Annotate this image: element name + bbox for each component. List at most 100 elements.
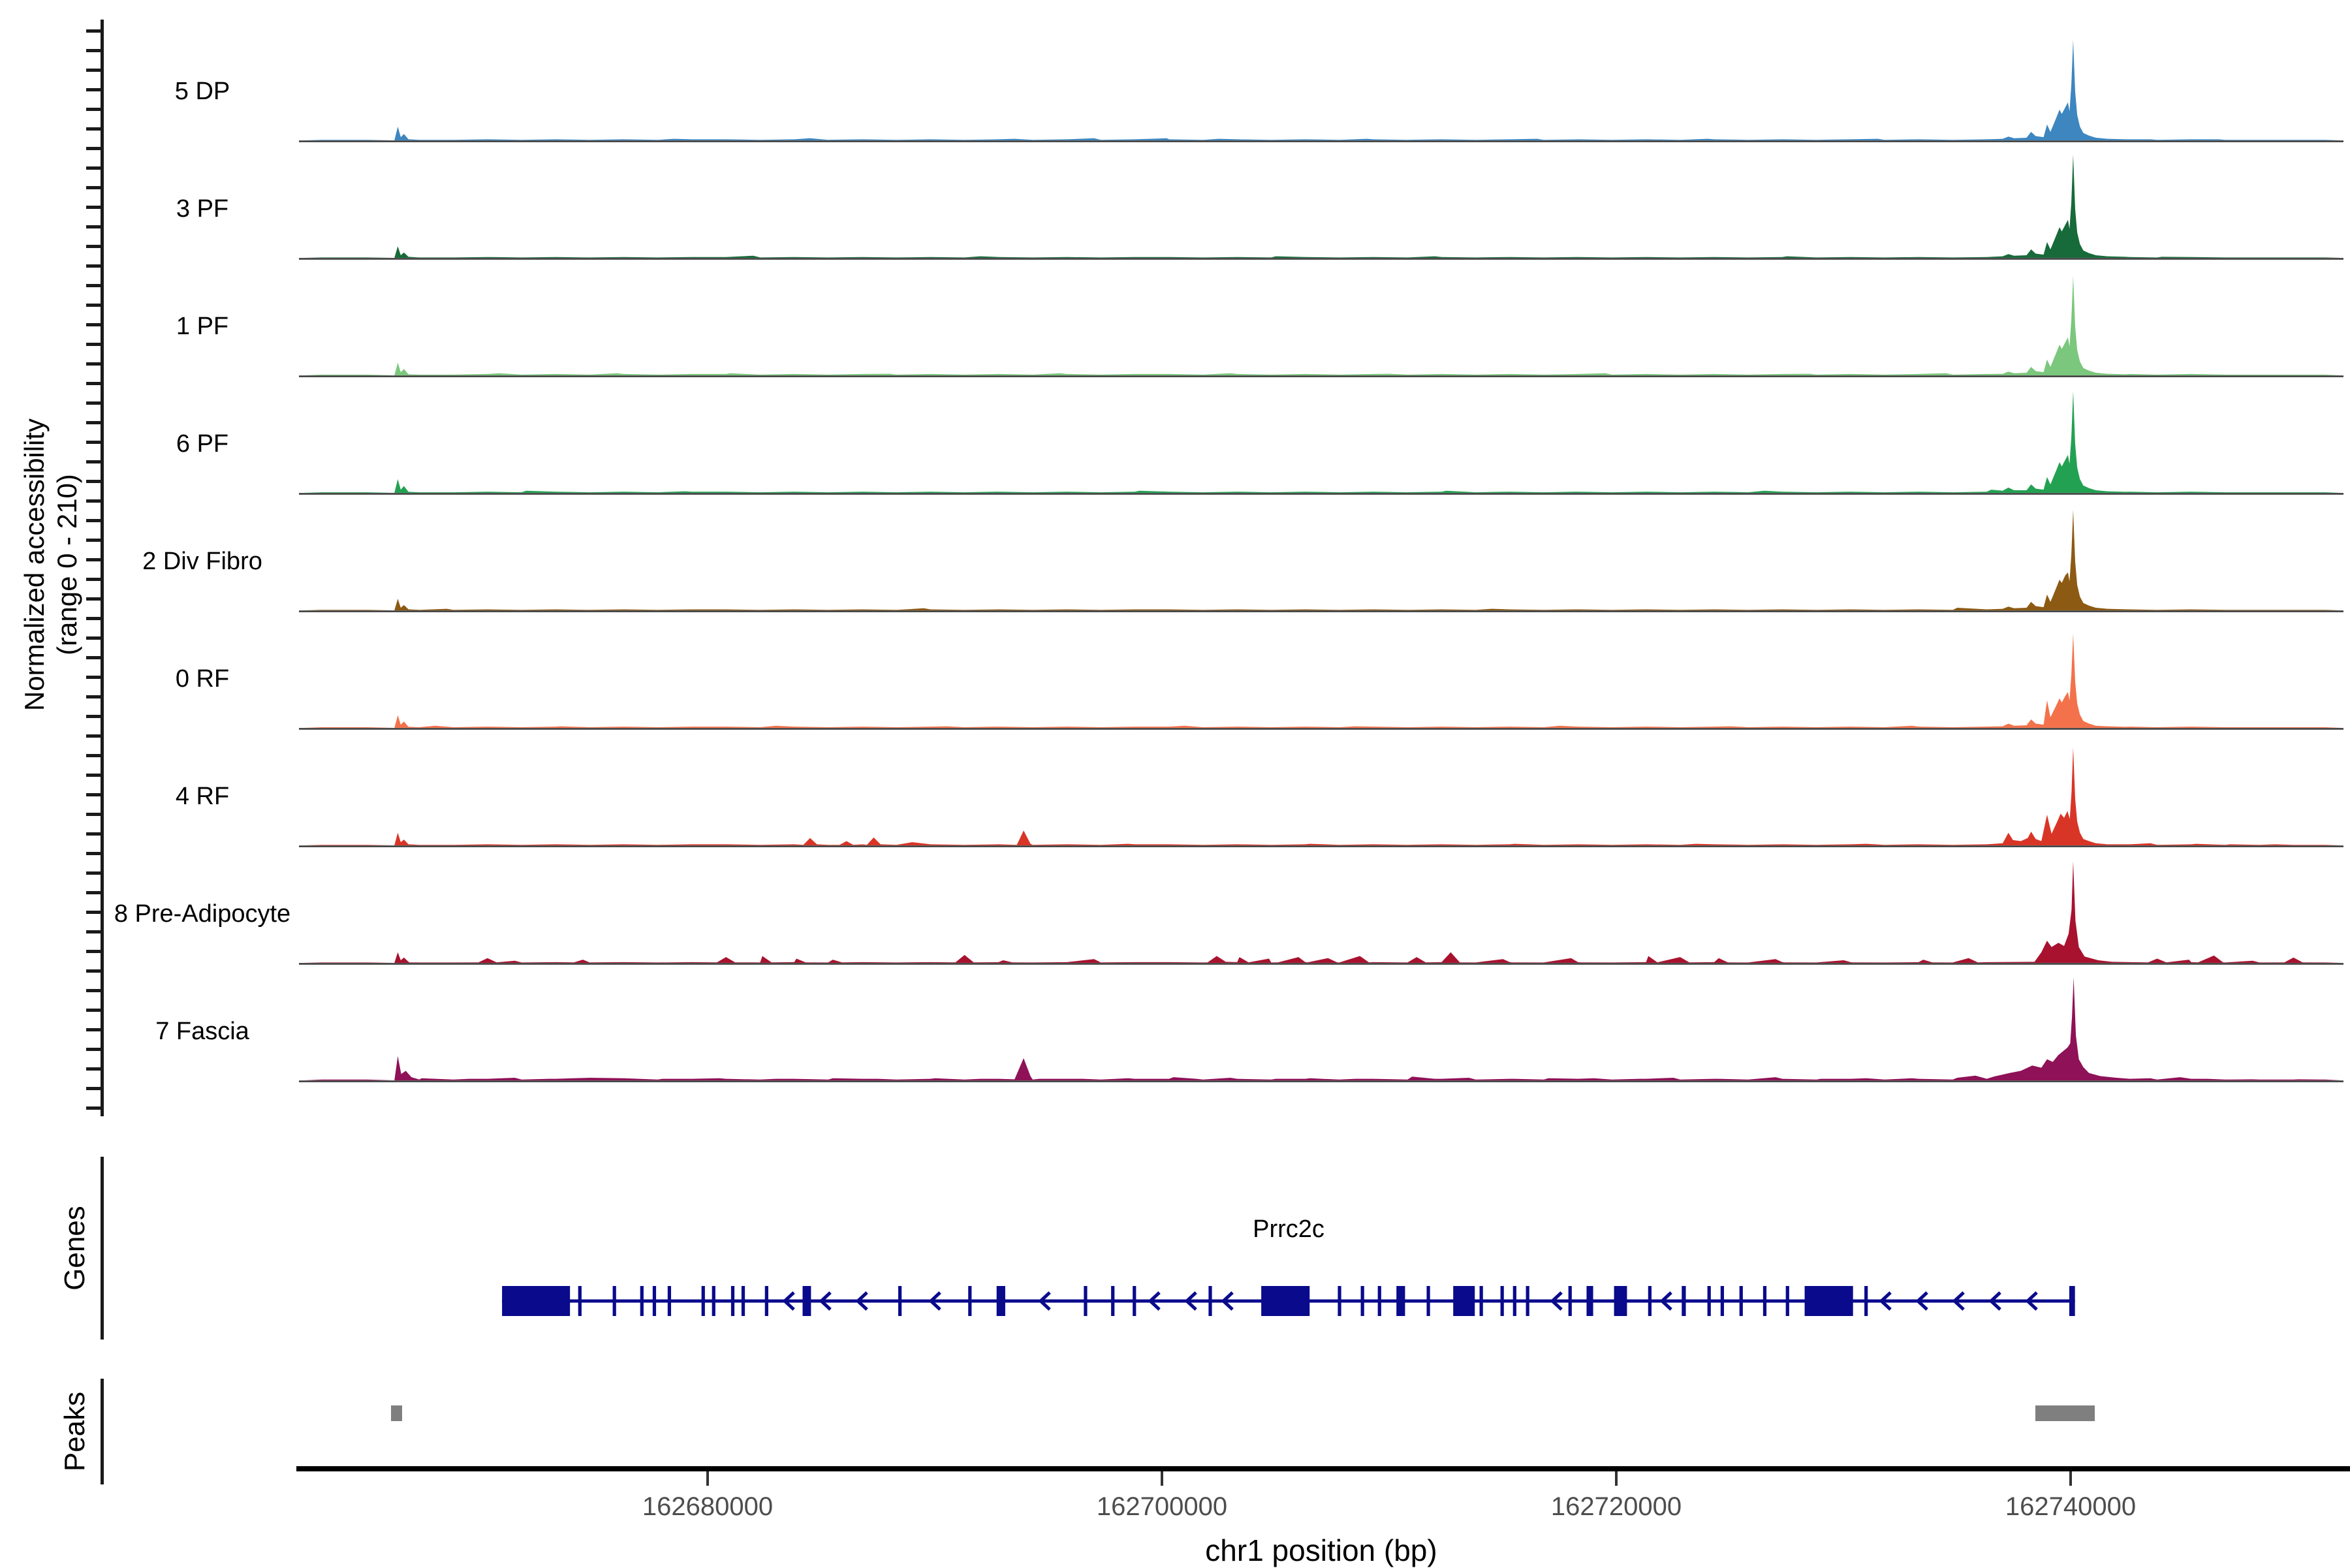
y-axis-tick — [86, 578, 102, 581]
x-axis-tickmark — [1615, 1471, 1618, 1486]
y-axis-tick — [86, 1048, 102, 1051]
peak-interval — [2035, 1405, 2095, 1421]
y-axis-tick — [86, 460, 102, 463]
track-signal — [299, 40, 2343, 142]
y-axis-tick — [86, 88, 102, 91]
gene-exon — [1512, 1286, 1516, 1316]
track-signal — [299, 633, 2343, 730]
track-signal — [299, 275, 2343, 377]
y-axis-tick — [86, 147, 102, 150]
track-label: 6 PF — [176, 430, 229, 458]
gene-exon — [1261, 1286, 1310, 1316]
gene-exon — [1479, 1286, 1483, 1316]
gene-exon — [701, 1286, 705, 1316]
y-axis-tick — [86, 421, 102, 424]
y-axis-tick — [86, 166, 102, 170]
gene-exon — [1133, 1286, 1136, 1316]
genes-section-label: Genes — [59, 1206, 91, 1291]
y-axis-tick — [86, 774, 102, 777]
strand-arrow-icon — [819, 1291, 832, 1311]
track-signal — [299, 861, 2343, 965]
strand-arrow-icon — [1148, 1291, 1161, 1311]
y-axis-tick — [86, 441, 102, 444]
y-axis-tick — [86, 29, 102, 33]
strand-arrow-icon — [1988, 1291, 2001, 1311]
gene-name-label: Prrc2c — [1253, 1215, 1324, 1243]
y-axis-tick — [86, 715, 102, 718]
gene-exon — [1682, 1286, 1686, 1316]
gene-exon — [667, 1286, 672, 1316]
x-axis-tickmark — [2069, 1471, 2072, 1486]
gene-exon — [1568, 1286, 1572, 1316]
gene-exon — [1377, 1286, 1381, 1316]
y-axis-tick — [86, 832, 102, 836]
track-label: 7 Fascia — [155, 1018, 249, 1045]
y-axis-tick — [86, 891, 102, 894]
y-axis-tick — [86, 264, 102, 268]
strand-arrow-icon — [2025, 1291, 2038, 1311]
y-axis-line — [101, 20, 104, 1116]
gene-exon — [1208, 1286, 1212, 1316]
y-axis-tick — [86, 734, 102, 738]
gene-exon — [1762, 1286, 1767, 1316]
y-axis-tick — [86, 323, 102, 326]
y-axis-tick — [86, 206, 102, 209]
x-axis-line — [296, 1466, 2350, 1471]
gene-exon — [1396, 1286, 1405, 1316]
strand-arrow-icon — [782, 1291, 795, 1311]
y-axis-tick — [86, 1087, 102, 1090]
gene-exon — [1586, 1286, 1593, 1316]
track-label: 0 RF — [175, 665, 230, 693]
gene-exon — [1864, 1286, 1868, 1316]
track-signal — [299, 510, 2343, 612]
strand-arrow-icon — [1550, 1291, 1563, 1311]
gene-exon — [1500, 1286, 1504, 1316]
y-axis-tick — [86, 401, 102, 405]
y-axis-tick — [86, 519, 102, 522]
strand-arrow-icon — [1659, 1291, 1672, 1311]
track-signal — [299, 391, 2343, 495]
x-axis-tick-label: 162700000 — [1096, 1492, 1228, 1521]
y-axis-tick — [86, 695, 102, 698]
gene-exon — [996, 1286, 1005, 1316]
track-signal — [299, 747, 2343, 847]
track-label: 1 PF — [176, 313, 229, 340]
peaks-section-label: Peaks — [59, 1391, 91, 1472]
y-axis-tick — [86, 813, 102, 816]
y-axis-tick — [86, 871, 102, 875]
y-axis-tick — [86, 108, 102, 111]
y-axis-tick — [86, 127, 102, 131]
gene-exon — [1526, 1286, 1529, 1316]
gene-exon — [1338, 1286, 1341, 1316]
gene-exon — [1648, 1286, 1652, 1316]
gene-exon — [1785, 1286, 1789, 1316]
gene-exon — [898, 1286, 902, 1316]
y-axis-tick — [86, 754, 102, 757]
strand-arrow-icon — [1952, 1291, 1965, 1311]
gene-exon — [1084, 1286, 1088, 1316]
y-axis-tick — [86, 1067, 102, 1071]
gene-exon — [1360, 1286, 1364, 1316]
gene-exon — [1453, 1286, 1475, 1316]
y-axis-tick — [86, 245, 102, 248]
gene-exon — [1804, 1286, 1853, 1316]
track-label: 2 Div Fibro — [142, 548, 262, 575]
y-axis-tick — [86, 852, 102, 855]
gene-exon — [968, 1286, 972, 1316]
peak-interval — [391, 1405, 402, 1421]
gene-exon — [612, 1286, 616, 1316]
gene-exon — [578, 1286, 582, 1316]
x-axis-tickmark — [706, 1471, 709, 1486]
strand-arrow-icon — [1221, 1291, 1234, 1311]
y-axis-tick — [86, 636, 102, 640]
gene-exon — [1111, 1286, 1115, 1316]
y-axis-tick — [86, 1009, 102, 1012]
x-axis-tick-label: 162720000 — [1550, 1492, 1682, 1521]
gene-exon — [652, 1286, 657, 1316]
y-axis-tick — [86, 793, 102, 796]
y-axis-tick — [86, 539, 102, 542]
gene-exon — [1426, 1286, 1430, 1316]
y-axis-tick — [86, 1028, 102, 1031]
y-axis-tick — [86, 186, 102, 189]
track-label: 4 RF — [175, 783, 230, 810]
